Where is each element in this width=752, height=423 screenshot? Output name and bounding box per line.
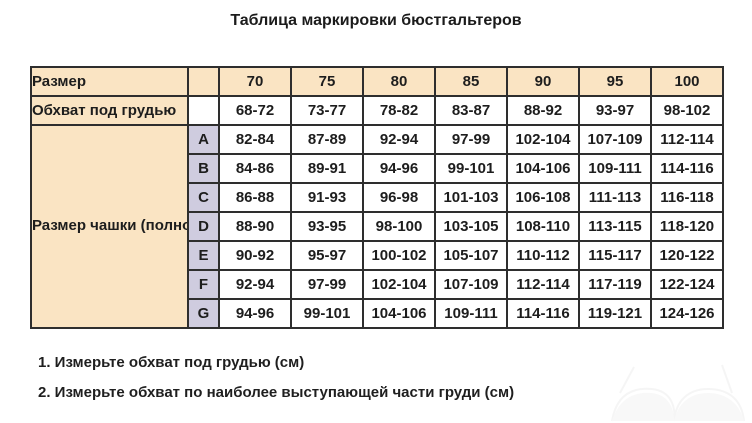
bust-value: 91-93 [290, 182, 364, 213]
bust-value: 84-86 [218, 153, 292, 184]
table-row-cup-b: B 84-86 89-91 94-96 99-101 104-106 109-1… [31, 153, 724, 184]
table-row-underbust: Обхват под грудью 68-72 73-77 78-82 83-8… [30, 95, 724, 126]
table-row-cup-f: F 92-94 97-99 102-104 107-109 112-114 11… [31, 269, 724, 300]
underbust-value: 68-72 [218, 95, 292, 126]
bust-value: 82-84 [218, 124, 292, 155]
cup-letter: C [187, 182, 220, 213]
bust-value: 105-107 [434, 240, 508, 271]
cup-letter: B [187, 153, 220, 184]
bra-image [611, 364, 745, 422]
bust-value: 89-91 [290, 153, 364, 184]
bust-value: 99-101 [434, 153, 508, 184]
underbust-value: 93-97 [578, 95, 652, 126]
bust-value: 93-95 [290, 211, 364, 242]
table-row-cup-g: G 94-96 99-101 104-106 109-111 114-116 1… [31, 298, 724, 329]
bust-value: 103-105 [434, 211, 508, 242]
bra-size-table: Размер 70 75 80 85 90 95 100 Обхват под … [30, 66, 724, 329]
bust-value: 99-101 [290, 298, 364, 329]
cup-letter: D [187, 211, 220, 242]
cup-letter: A [187, 124, 220, 155]
size-row-spacer-cell [187, 66, 220, 97]
underbust-value: 73-77 [290, 95, 364, 126]
size-col-header: 75 [290, 66, 364, 97]
bust-value: 94-96 [362, 153, 436, 184]
bust-value: 96-98 [362, 182, 436, 213]
bust-value: 117-119 [578, 269, 652, 300]
bust-value: 107-109 [578, 124, 652, 155]
size-row-label: Размер [30, 66, 189, 97]
bust-value: 110-112 [506, 240, 580, 271]
bust-value: 115-117 [578, 240, 652, 271]
bust-value: 118-120 [650, 211, 724, 242]
cup-letter: E [187, 240, 220, 271]
bust-value: 98-100 [362, 211, 436, 242]
bust-value: 116-118 [650, 182, 724, 213]
bust-value: 111-113 [578, 182, 652, 213]
table-row-cup-a: Размер чашки (полнота) A 82-84 87-89 92-… [30, 124, 724, 329]
bust-value: 95-97 [290, 240, 364, 271]
bust-value: 112-114 [506, 269, 580, 300]
bust-value: 86-88 [218, 182, 292, 213]
size-col-header: 100 [650, 66, 724, 97]
bust-value: 87-89 [290, 124, 364, 155]
underbust-row-spacer-cell [187, 95, 220, 126]
underbust-value: 88-92 [506, 95, 580, 126]
size-col-header: 90 [506, 66, 580, 97]
bust-value: 104-106 [506, 153, 580, 184]
table-row-size: Размер 70 75 80 85 90 95 100 [30, 66, 724, 97]
underbust-value: 78-82 [362, 95, 436, 126]
bust-value: 104-106 [362, 298, 436, 329]
size-col-header: 95 [578, 66, 652, 97]
bust-value: 109-111 [578, 153, 652, 184]
table-row-cup-d: D 88-90 93-95 98-100 103-105 108-110 113… [31, 211, 724, 242]
bust-value: 90-92 [218, 240, 292, 271]
bust-value: 102-104 [506, 124, 580, 155]
note-2: 2. Измерьте обхват по наиболее выступающ… [38, 384, 515, 401]
bust-value: 101-103 [434, 182, 508, 213]
size-col-header: 80 [362, 66, 436, 97]
bust-value: 106-108 [506, 182, 580, 213]
bust-value: 112-114 [650, 124, 724, 155]
bust-value: 107-109 [434, 269, 508, 300]
bust-value: 114-116 [506, 298, 580, 329]
bust-value: 120-122 [650, 240, 724, 271]
bust-value: 113-115 [578, 211, 652, 242]
table-row-cup-c: C 86-88 91-93 96-98 101-103 106-108 111-… [31, 182, 724, 213]
bust-value: 94-96 [218, 298, 292, 329]
cup-letter: F [187, 269, 220, 300]
bust-value: 97-99 [290, 269, 364, 300]
cup-size-label: Размер чашки (полнота) [30, 124, 189, 329]
bust-value: 100-102 [362, 240, 436, 271]
measurement-notes: 1. Измерьте обхват под грудью (см) 2. Из… [38, 354, 514, 414]
bust-value: 92-94 [362, 124, 436, 155]
size-col-header: 85 [434, 66, 508, 97]
bust-value: 119-121 [578, 298, 652, 329]
bust-value: 109-111 [434, 298, 508, 329]
bust-value: 124-126 [650, 298, 724, 329]
table-row-cup-e: E 90-92 95-97 100-102 105-107 110-112 11… [31, 240, 724, 271]
bust-value: 92-94 [218, 269, 292, 300]
size-col-header: 70 [218, 66, 292, 97]
cup-letter: G [187, 298, 220, 329]
bust-value: 114-116 [650, 153, 724, 184]
bust-value: 88-90 [218, 211, 292, 242]
page-title: Таблица маркировки бюстгальтеров [230, 12, 522, 29]
bust-value: 122-124 [650, 269, 724, 300]
note-1: 1. Измерьте обхват под грудью (см) [38, 354, 305, 371]
underbust-value: 98-102 [650, 95, 724, 126]
underbust-row-label: Обхват под грудью [30, 95, 189, 126]
bust-value: 97-99 [434, 124, 508, 155]
underbust-value: 83-87 [434, 95, 508, 126]
bust-value: 102-104 [362, 269, 436, 300]
bust-value: 108-110 [506, 211, 580, 242]
